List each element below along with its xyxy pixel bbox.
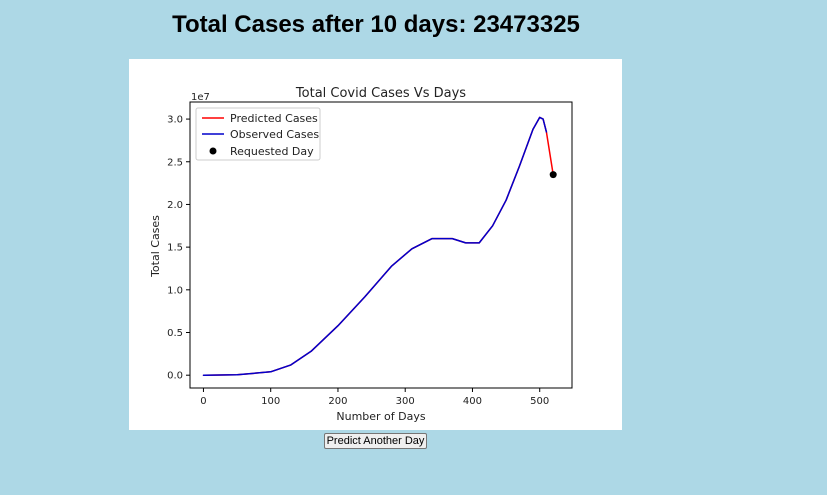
x-tick-label: 500 xyxy=(530,396,549,407)
y-tick-label: 2.0 xyxy=(167,200,183,211)
x-tick-label: 300 xyxy=(396,396,415,407)
axis-ticks: 0 100 200 300 400 500 0.0 0.5 1.0 1.5 2.0 2.5 3.0 xyxy=(167,115,549,407)
chart-panel: Total Covid Cases Vs Days 1e7 0 100 200 300… xyxy=(129,59,622,430)
page-title: Total Cases after 10 days: 23473325 xyxy=(172,11,580,38)
x-tick-label: 100 xyxy=(261,396,280,407)
y-tick-label: 1.0 xyxy=(167,285,183,296)
plot-area xyxy=(202,116,557,376)
legend-requested-marker xyxy=(209,147,217,155)
legend-observed-label: Observed Cases xyxy=(230,128,319,141)
chart: Total Covid Cases Vs Days 1e7 0 100 200 300… xyxy=(149,86,573,423)
series-line-observed-cases xyxy=(202,116,548,376)
axes-frame xyxy=(189,101,573,389)
y-tick-label: 3.0 xyxy=(167,115,183,126)
legend-predicted-label: Predicted Cases xyxy=(230,112,318,125)
legend: Predicted Cases Observed Cases Requested… xyxy=(195,107,321,161)
y-tick-label: 2.5 xyxy=(167,157,183,168)
x-tick-label: 400 xyxy=(463,396,482,407)
predict-another-day-button[interactable]: Predict Another Day xyxy=(324,433,427,449)
x-axis-label: Number of Days xyxy=(336,410,426,423)
y-tick-label: 0.0 xyxy=(167,371,183,382)
chart-title: Total Covid Cases Vs Days xyxy=(295,86,466,101)
x-tick-label: 0 xyxy=(200,396,206,407)
y-tick-label: 0.5 xyxy=(167,328,183,339)
legend-requested-label: Requested Day xyxy=(230,145,314,158)
y-tick-label: 1.5 xyxy=(167,243,183,254)
x-tick-label: 200 xyxy=(328,396,347,407)
point-requested-day xyxy=(549,171,557,179)
y-axis-label: Total Cases xyxy=(149,215,162,278)
y-scale-label: 1e7 xyxy=(191,92,210,103)
legend-box xyxy=(195,107,321,161)
